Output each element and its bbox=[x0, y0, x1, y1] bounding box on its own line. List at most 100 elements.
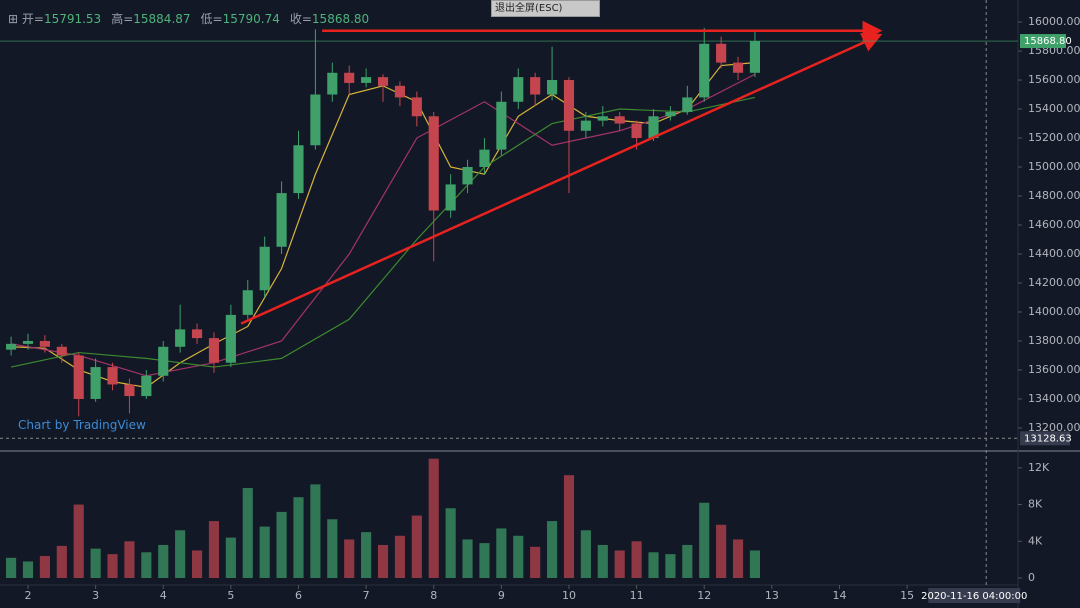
candle-body bbox=[39, 340, 50, 347]
candle-body bbox=[580, 120, 591, 131]
candle-body bbox=[462, 167, 473, 185]
icon: ⊞ bbox=[8, 12, 22, 26]
x-tick-label: 4 bbox=[160, 589, 167, 602]
volume-bar bbox=[513, 535, 524, 578]
volume-bar bbox=[56, 545, 67, 578]
ohlc-header: ⊞ 开=15791.53 高=15884.87 低=15790.74 收=15868.… bbox=[8, 10, 379, 27]
x-tick-label: 7 bbox=[363, 589, 370, 602]
candle-body bbox=[141, 375, 152, 397]
x-tick-label: 15 bbox=[900, 589, 914, 602]
price-tick-label: 13200.00 bbox=[1028, 421, 1080, 434]
volume-bar bbox=[428, 458, 439, 578]
exit-fullscreen-button[interactable]: 退出全屏(ESC) bbox=[491, 0, 600, 17]
volume-bar bbox=[208, 521, 220, 578]
candle-body bbox=[377, 77, 389, 86]
candle-body bbox=[394, 85, 405, 98]
x-tick-label: 11 bbox=[630, 589, 644, 602]
volume-bar bbox=[648, 552, 659, 578]
candle-body bbox=[310, 94, 321, 146]
candle-body bbox=[682, 97, 693, 112]
price-tick-label: 14000.00 bbox=[1028, 305, 1080, 318]
candle-body bbox=[614, 116, 625, 124]
volume-bar bbox=[175, 530, 186, 578]
price-tick-label: 15200.00 bbox=[1028, 131, 1080, 144]
candle-body bbox=[496, 101, 507, 150]
volume-bar bbox=[259, 526, 270, 578]
price-tick-label: 13800.00 bbox=[1028, 334, 1080, 347]
candle-body bbox=[699, 43, 710, 98]
volume-bar bbox=[22, 561, 34, 578]
candle-body bbox=[648, 116, 659, 139]
candle-body bbox=[547, 80, 558, 95]
ohlc-value: 15791.53 bbox=[43, 12, 102, 26]
ohlc-label: 低= bbox=[200, 12, 223, 26]
volume-tick-label: 8K bbox=[1028, 498, 1043, 511]
volume-bar bbox=[411, 515, 422, 578]
candle-body bbox=[716, 43, 727, 63]
volume-bar bbox=[496, 528, 507, 578]
candle-body bbox=[107, 367, 118, 385]
candle-body bbox=[344, 72, 355, 83]
candle-body bbox=[259, 246, 270, 291]
volume-bar bbox=[344, 539, 355, 578]
moving-average bbox=[10, 96, 756, 368]
watermark: Chart by TradingView bbox=[18, 418, 146, 432]
volume-bar bbox=[749, 550, 761, 578]
x-tick-label: 14 bbox=[832, 589, 846, 602]
ohlc-label: 收= bbox=[289, 12, 312, 26]
candle-body bbox=[242, 290, 253, 315]
volume-bar bbox=[597, 544, 608, 578]
x-tick-label: 2 bbox=[24, 589, 31, 602]
x-tick-label: 12 bbox=[697, 589, 711, 602]
volume-tick-label: 4K bbox=[1028, 534, 1043, 547]
volume-bar bbox=[276, 511, 287, 578]
candle-body bbox=[445, 184, 456, 211]
price-tick-label: 16000.00 bbox=[1028, 15, 1080, 28]
ohlc-value: 15790.74 bbox=[222, 12, 280, 26]
volume-bar bbox=[699, 502, 710, 578]
volume-bar bbox=[563, 475, 575, 578]
x-tick-label: 9 bbox=[498, 589, 505, 602]
volume-bar bbox=[73, 504, 84, 578]
candle-body bbox=[563, 80, 575, 131]
candle-body bbox=[597, 116, 608, 121]
volume-bar bbox=[6, 557, 17, 578]
price-tick-label: 14800.00 bbox=[1028, 189, 1080, 202]
candle-body bbox=[411, 97, 422, 117]
volume-tick-label: 12K bbox=[1028, 461, 1050, 474]
volume-bar bbox=[682, 544, 693, 578]
volume-bar bbox=[293, 497, 304, 578]
candle-body bbox=[56, 346, 67, 356]
volume-bar bbox=[445, 508, 456, 578]
candle-body bbox=[175, 329, 186, 347]
ohlc-value: 15868.80 bbox=[311, 12, 370, 26]
volume-bar bbox=[90, 548, 101, 578]
volume-bar bbox=[158, 544, 169, 578]
volume-bar bbox=[614, 550, 625, 578]
price-tick-label: 13600.00 bbox=[1028, 363, 1080, 376]
volume-bar bbox=[242, 488, 253, 578]
candle-body bbox=[327, 72, 338, 95]
crosshair-price-label: 13128.63 bbox=[1024, 433, 1072, 444]
volume-bar bbox=[310, 484, 321, 578]
x-tick-label: 10 bbox=[562, 589, 576, 602]
candle-body bbox=[276, 193, 287, 247]
ohlc-label: 开= bbox=[21, 12, 44, 26]
price-tick-label: 15600.00 bbox=[1028, 73, 1080, 86]
volume-bar bbox=[732, 539, 744, 578]
price-tick-label: 14600.00 bbox=[1028, 218, 1080, 231]
crosshair-date-box bbox=[928, 588, 1021, 603]
candle-body bbox=[73, 355, 84, 399]
volume-bar bbox=[191, 550, 203, 578]
candle-body bbox=[479, 149, 490, 168]
volume-bar bbox=[141, 552, 152, 578]
candle-body bbox=[530, 77, 541, 95]
x-tick-label: 3 bbox=[92, 589, 99, 602]
price-tick-label: 14200.00 bbox=[1028, 276, 1080, 289]
volume-tick-label: 0 bbox=[1028, 571, 1035, 584]
moving-average bbox=[10, 73, 756, 377]
price-tick-label: 15000.00 bbox=[1028, 160, 1080, 173]
